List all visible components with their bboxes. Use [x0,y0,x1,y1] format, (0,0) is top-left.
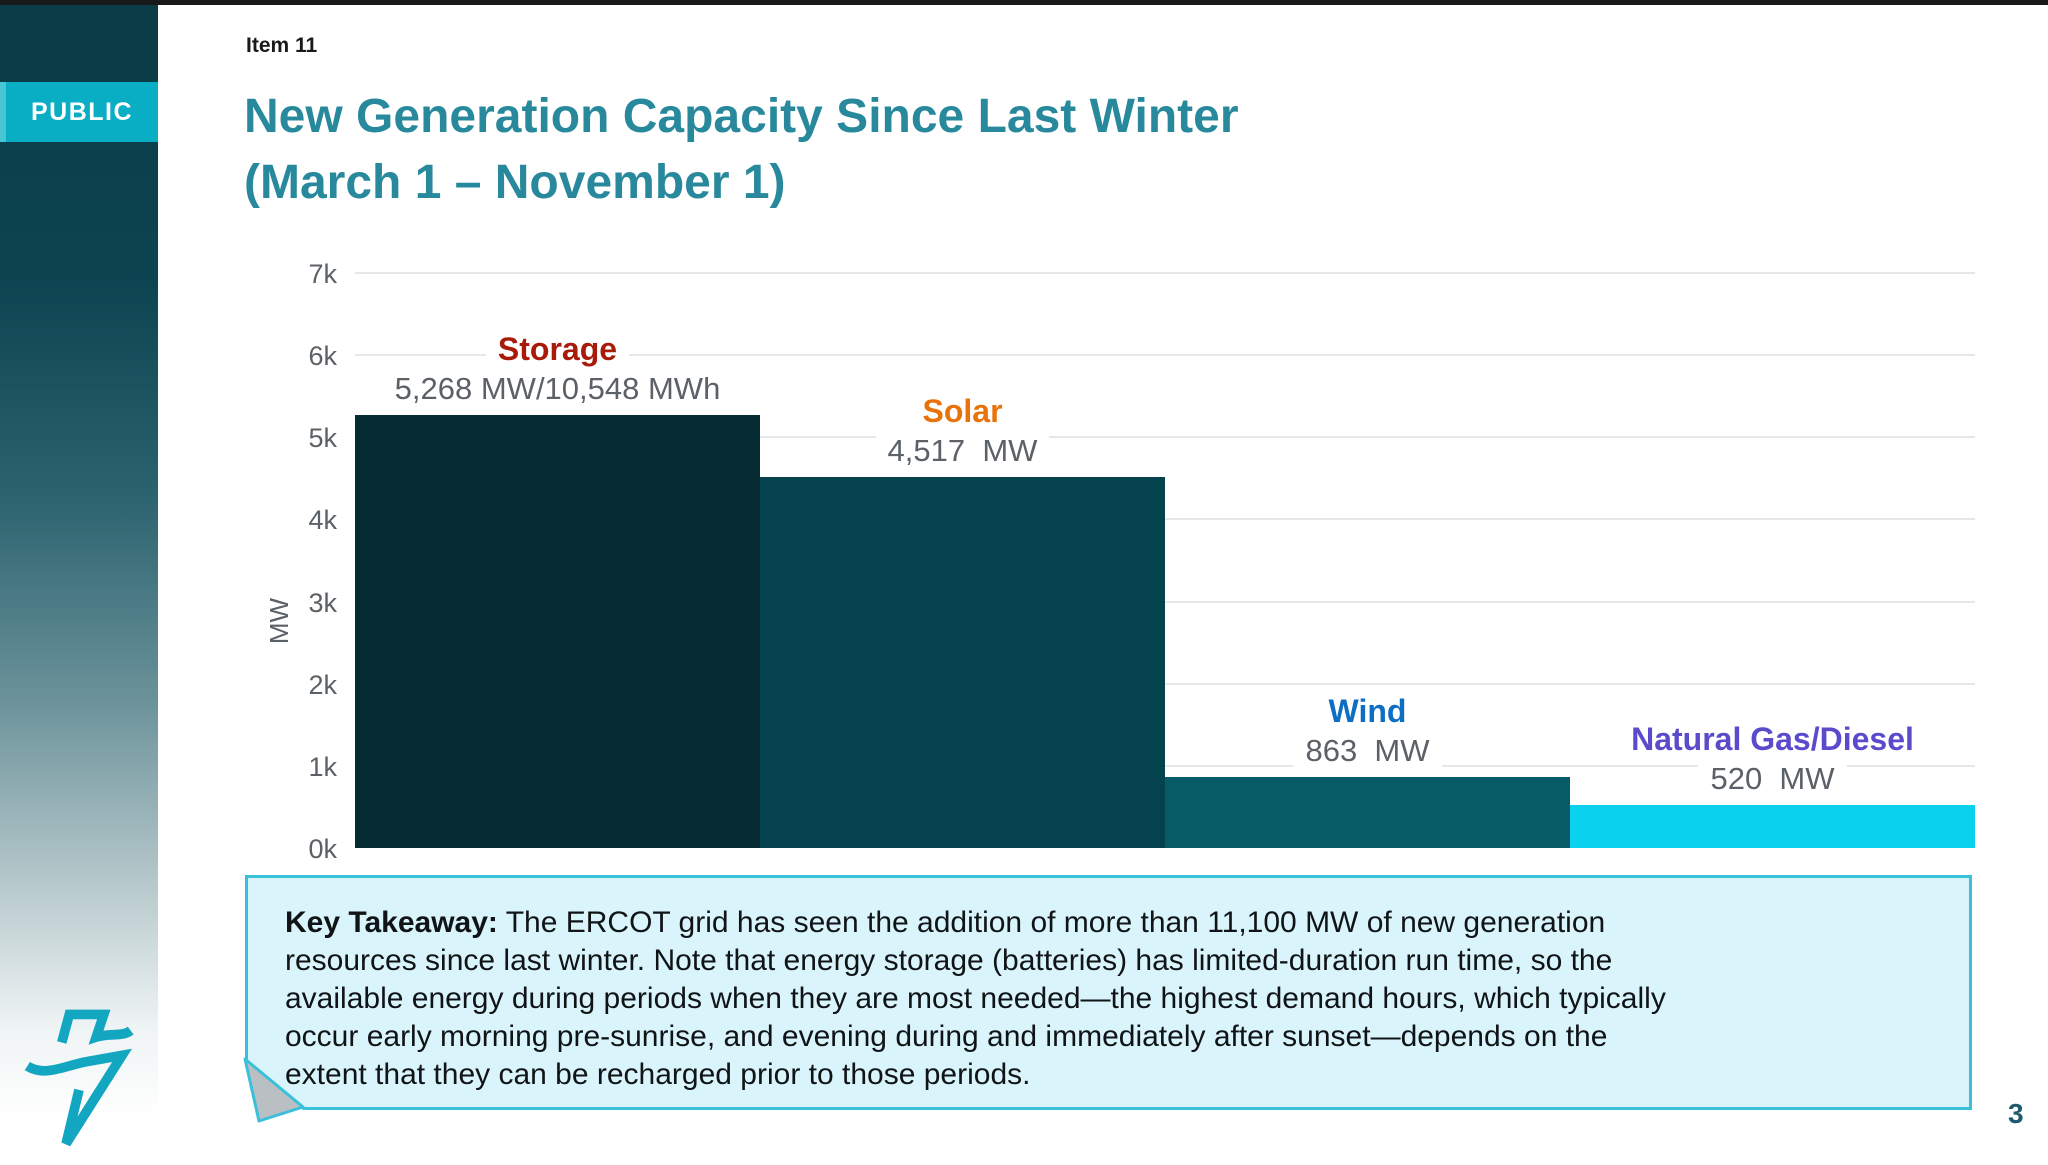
gridline-5k [355,436,1975,439]
sidebar-gradient: PUBLIC [0,5,158,1165]
bar-solar [760,476,1165,848]
ercot-lightning-bolt-icon [24,1008,134,1153]
bar-value-solar: 4,517 MW [875,430,1050,471]
page-title-line2: (March 1 – November 1) [244,156,786,209]
item-label: Item 11 [246,34,318,57]
bar-label-solar: Solar 4,517 MW [760,390,1165,471]
gridline-3k [355,600,1975,603]
y-tick-0k: 0k [308,834,337,864]
bar-chart: MW 0k 1k 2k 3k 4k 5k 6k 7k Storage 5,268 MW/10,54… [264,259,1975,864]
gridline-7k [355,272,1975,274]
key-takeaway-label: Key Takeaway: [285,906,498,939]
top-border-strip [0,0,2048,5]
key-takeaway-text: Key Takeaway: The ERCOT grid has seen th… [285,904,1925,1094]
y-tick-5k: 5k [308,423,337,454]
gridline-6k [355,354,1975,357]
classification-badge: PUBLIC [0,82,158,142]
bar-value-wind: 863 MW [1293,731,1442,772]
y-tick-6k: 6k [308,341,337,372]
bar-category-wind: Wind [1316,691,1419,732]
bar-natural-gas-diesel [1570,805,1975,848]
y-tick-4k: 4k [308,505,337,536]
bar-wind [1165,777,1570,848]
gridline-1k [355,764,1975,767]
bar-category-solar: Solar [910,390,1015,431]
gridline-2k [355,682,1975,685]
bar-category-natural-gas-diesel: Natural Gas/Diesel [1619,719,1926,760]
y-tick-1k: 1k [308,751,337,782]
classification-badge-label: PUBLIC [30,97,134,126]
bar-label-wind: Wind 863 MW [1165,691,1570,772]
page-number: 3 [2008,1098,2024,1129]
gridline-4k [355,518,1975,521]
key-takeaway-body: The ERCOT grid has seen the addition of … [285,906,1666,1091]
y-tick-7k: 7k [308,259,337,289]
y-tick-3k: 3k [308,587,337,618]
y-tick-2k: 2k [308,669,337,700]
key-takeaway-callout: Key Takeaway: The ERCOT grid has seen th… [245,875,1972,1110]
page-title-line1: New Generation Capacity Since Last Winte… [244,90,1239,143]
folded-corner-icon [243,1057,305,1123]
bar-value-natural-gas-diesel: 520 MW [1698,759,1847,800]
bar-label-natural-gas-diesel: Natural Gas/Diesel 520 MW [1570,719,1975,800]
page-title: New Generation Capacity Since Last Winte… [244,84,1239,216]
bar-label-storage: Storage 5,268 MW/10,548 MWh [355,329,760,410]
bar-value-storage: 5,268 MW/10,548 MWh [382,369,733,410]
bar-storage [355,415,760,848]
bar-category-storage: Storage [485,329,630,370]
